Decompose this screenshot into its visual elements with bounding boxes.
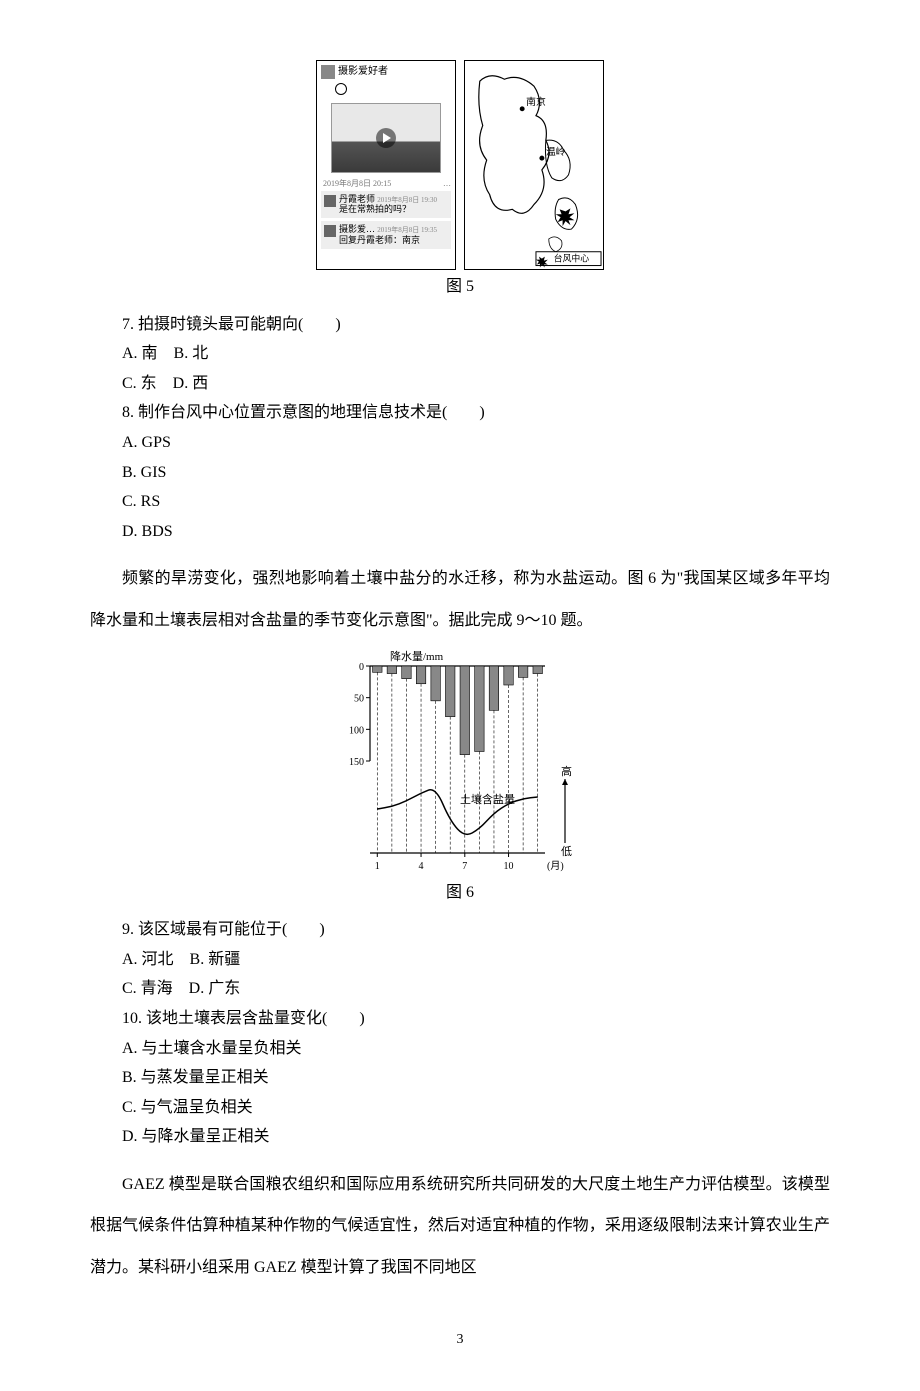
figure-5-left-panel: 摄影爱好者 2019年8月8日 20:15 … 丹霞老师 2019年8月8日 1… [316, 60, 456, 270]
passage-9-10: 频繁的旱涝变化，强烈地影响着土壤中盐分的水迁移，称为水盐运动。图 6 为"我国某… [90, 558, 830, 641]
svg-text:0: 0 [359, 662, 364, 673]
question-10: 10. 该地土壤表层含盐量变化( ) [90, 1006, 830, 1032]
figure-5: 摄影爱好者 2019年8月8日 20:15 … 丹霞老师 2019年8月8日 1… [90, 60, 830, 270]
post-photo [331, 103, 441, 173]
question-7: 7. 拍摄时镜头最可能朝向( ) [90, 312, 830, 338]
page-number: 3 [90, 1329, 830, 1351]
question-10-option-c: C. 与气温呈负相关 [90, 1095, 830, 1121]
svg-text:50: 50 [354, 693, 364, 704]
question-10-option-b: B. 与蒸发量呈正相关 [90, 1065, 830, 1091]
question-9: 9. 该区域最有可能位于( ) [90, 917, 830, 943]
comment-1: 丹霞老师 2019年8月8日 19:30 是在常熟拍的吗？ [321, 191, 451, 219]
svg-text:土壤含盐量: 土壤含盐量 [460, 792, 515, 806]
avatar-icon [321, 65, 335, 79]
post-header: 摄影爱好者 [321, 65, 451, 79]
comment1-time: 2019年8月8日 19:30 [377, 196, 437, 204]
figure-5-caption: 图 5 [90, 274, 830, 300]
post-dots: … [443, 179, 451, 189]
svg-text:7: 7 [462, 861, 467, 872]
city-dot [539, 156, 544, 161]
question-10-option-d: D. 与降水量呈正相关 [90, 1124, 830, 1150]
svg-text:10: 10 [504, 861, 514, 872]
question-8-option-d: D. BDS [90, 519, 830, 545]
comment2-time: 2019年8月8日 19:35 [377, 226, 437, 234]
post-timestamp: 2019年8月8日 20:15 [323, 179, 391, 189]
comment2-user: 摄影爱… [339, 224, 375, 234]
svg-text:100: 100 [349, 725, 364, 736]
question-8-option-c: C. RS [90, 489, 830, 515]
svg-text:低: 低 [561, 845, 572, 858]
svg-text:高: 高 [561, 764, 572, 778]
question-10-option-a: A. 与土壤含水量呈负相关 [90, 1036, 830, 1062]
svg-text:(月): (月) [547, 860, 564, 872]
comment-avatar-icon [324, 225, 336, 237]
comment-avatar-icon [324, 195, 336, 207]
passage-gaez: GAEZ 模型是联合国粮农组织和国际应用系统研究所共同研发的大尺度土地生产力评估… [90, 1164, 830, 1289]
question-7-options-line1: A. 南 B. 北 [90, 341, 830, 367]
question-9-options-line2: C. 青海 D. 广东 [90, 976, 830, 1002]
city-label: 南京 [526, 95, 546, 108]
comment1-user: 丹霞老师 [339, 194, 375, 204]
city-label: 温岭 [546, 145, 566, 158]
question-7-options-line2: C. 东 D. 西 [90, 371, 830, 397]
post-meta: 2019年8月8日 20:15 … [323, 179, 451, 189]
figure-6-caption: 图 6 [90, 880, 830, 906]
city-dot [520, 106, 525, 111]
question-8: 8. 制作台风中心位置示意图的地理信息技术是( ) [90, 400, 830, 426]
legend-text: 台风中心 [554, 253, 590, 264]
svg-text:150: 150 [349, 757, 364, 768]
svg-text:1: 1 [375, 861, 380, 872]
comment2-text: 回复丹霞老师：南京 [339, 235, 420, 245]
play-icon [376, 128, 396, 148]
comment1-text: 是在常熟拍的吗？ [339, 204, 411, 214]
svg-text:降水量/mm: 降水量/mm [390, 649, 444, 663]
question-8-option-a: A. GPS [90, 430, 830, 456]
question-9-options-line1: A. 河北 B. 新疆 [90, 947, 830, 973]
swirl-icon [335, 83, 347, 95]
svg-text:4: 4 [419, 861, 424, 872]
comment-2: 摄影爱… 2019年8月8日 19:35 回复丹霞老师：南京 [321, 221, 451, 249]
figure-6: 降水量/mm 0 50 100 150 土壤含盐量 1 4 7 10 (月) 高低 [90, 648, 830, 878]
post-username: 摄影爱好者 [338, 66, 388, 78]
question-8-option-b: B. GIS [90, 460, 830, 486]
figure-5-right-map: 南京 温岭 台风中心 [464, 60, 604, 270]
